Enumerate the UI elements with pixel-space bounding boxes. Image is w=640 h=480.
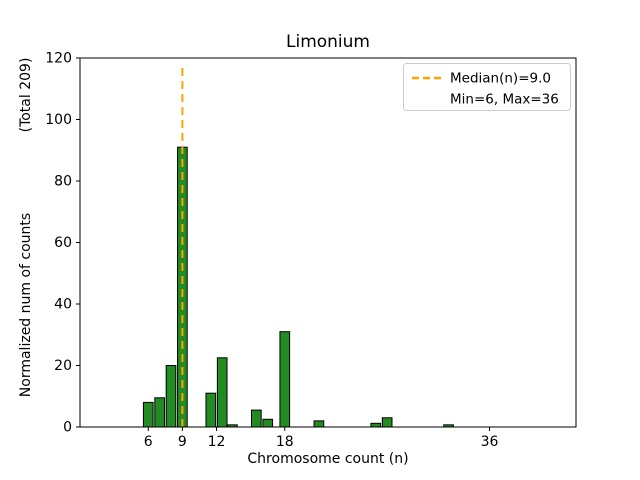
- y-tick-label-120: 120: [45, 51, 72, 67]
- bar-n11.5: [205, 392, 217, 428]
- ticks-group: 6 9 12 18 36 0 20 40 60 80 100 120: [45, 51, 498, 451]
- bar-n18: [279, 331, 291, 428]
- y-axis-label: Normalized num of counts: [18, 213, 34, 397]
- y-tick-label-0: 0: [63, 420, 72, 436]
- y-tick-label-100: 100: [45, 112, 72, 128]
- y-tick-label-40: 40: [54, 297, 72, 313]
- axes-box: [79, 57, 577, 428]
- bar-n12.5: [216, 357, 228, 428]
- legend-box: [403, 63, 571, 111]
- x-tick-label-36: 36: [481, 434, 499, 450]
- legend: Median(n)=9.0 Min=6, Max=36: [403, 63, 571, 111]
- bar-n15.5: [251, 409, 262, 428]
- chart-title: Limonium: [286, 32, 370, 52]
- x-tick-label-6: 6: [144, 434, 153, 450]
- y-tick-label-60: 60: [54, 235, 72, 251]
- bar-n8: [165, 365, 177, 428]
- y-tick-label-20: 20: [54, 358, 72, 374]
- axes-group: [79, 57, 577, 428]
- bar-n26: [370, 422, 382, 428]
- bar-n7: [154, 397, 165, 428]
- bars-group: [142, 146, 454, 428]
- y-axis-label-total: (Total 209): [18, 58, 34, 133]
- bar-n16.5: [262, 418, 274, 428]
- x-tick-label-12: 12: [208, 434, 226, 450]
- x-tick-label-9: 9: [178, 434, 187, 450]
- bar-n6: [142, 401, 154, 428]
- y-tick-label-80: 80: [54, 174, 72, 190]
- legend-label-median: Median(n)=9.0: [450, 71, 551, 87]
- legend-label-minmax: Min=6, Max=36: [450, 92, 559, 108]
- x-axis-label: Chromosome count (n): [247, 451, 408, 467]
- bar-n21: [313, 420, 325, 428]
- bar-n27: [381, 417, 393, 428]
- x-tick-label-18: 18: [276, 434, 294, 450]
